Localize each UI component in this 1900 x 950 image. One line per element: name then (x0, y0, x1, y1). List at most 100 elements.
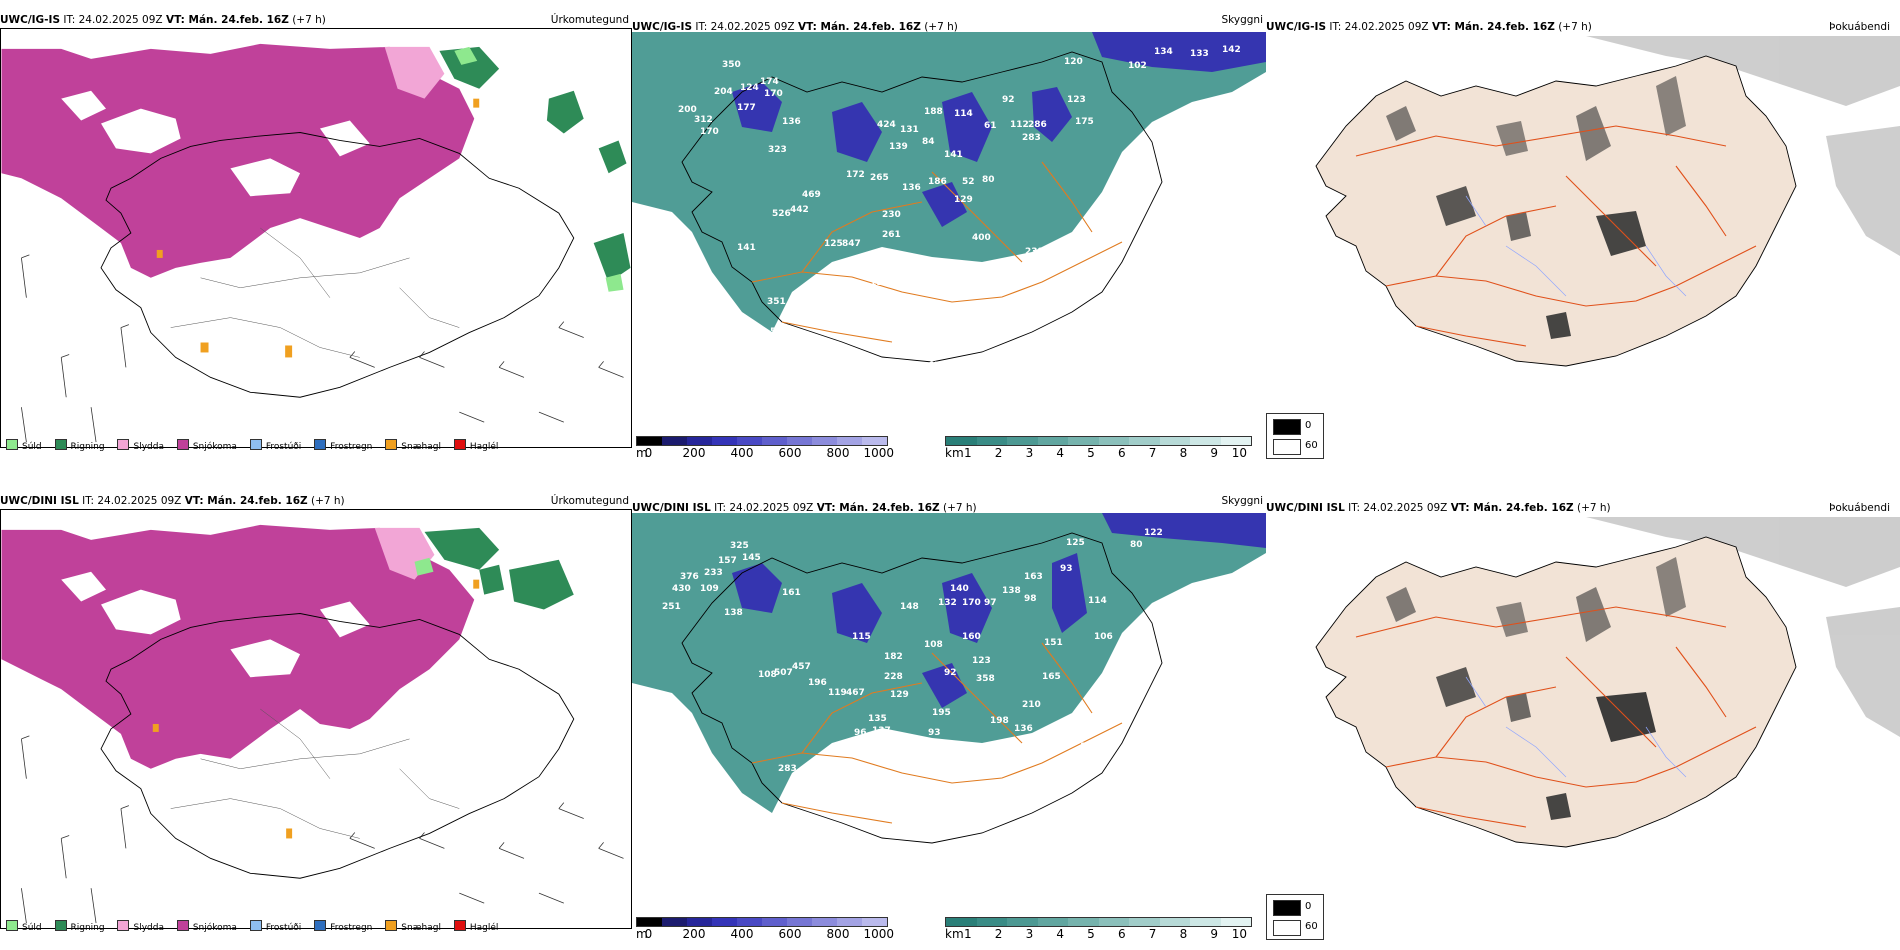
ceiling-value: 230 (882, 210, 901, 220)
visibility-tick: 3 (1025, 446, 1034, 460)
ceiling-value: 139 (889, 142, 908, 152)
ceiling-value: 123 (1067, 95, 1086, 105)
legend-swatch (314, 439, 327, 450)
ceiling-value: 135 (868, 714, 887, 724)
ceiling-value: 108 (924, 640, 943, 650)
ceiling-tick: 600 (778, 446, 802, 460)
ceiling-value: 165 (1042, 672, 1061, 682)
valid-time: VT: Mán. 24.feb. 16Z (816, 502, 940, 514)
visibility-swatch (1068, 437, 1099, 445)
visibility-swatch (1007, 918, 1038, 926)
ceiling-value: 112 (1010, 120, 1029, 130)
legend-label: Rigning (70, 923, 105, 933)
roads (170, 227, 460, 358)
ceiling-swatch (862, 918, 887, 926)
fog-panel-dini: UWC/DINI ISL IT: 24.02.2025 09Z VT: Mán.… (1266, 493, 1900, 943)
legend-drizzle: Súld (6, 919, 42, 937)
visibility-swatch (1129, 918, 1160, 926)
ceiling-value: 847 (842, 239, 861, 249)
ceiling-value: 93 (1060, 564, 1073, 574)
legend-drizzle: Súld (6, 438, 42, 456)
ceiling-ticks: 0 200 400 600 800 1000 (645, 927, 895, 941)
ceiling-value: 265 (870, 173, 889, 183)
ceiling-value: 119 (828, 688, 847, 698)
precip-legend: Súld Rigning Slydda Snjókoma Frostúði Fr… (6, 919, 508, 937)
legend-label: Frostúði (265, 442, 302, 452)
legend-swatch (117, 439, 130, 450)
visibility-swatch (1159, 918, 1190, 926)
precip-map (0, 28, 632, 448)
ceiling-value: 52 (962, 177, 975, 187)
ceiling-tick: 400 (730, 927, 754, 941)
ceiling-value: 67 (928, 361, 941, 371)
cloud-ceiling-area (732, 32, 1266, 227)
visibility-tick: 1 (963, 446, 972, 460)
ceiling-value: 82 (846, 283, 859, 293)
ceiling-swatch (762, 437, 787, 445)
snow-area (1, 524, 475, 769)
ceiling-value: 161 (782, 588, 801, 598)
ceiling-value: 61 (984, 121, 997, 131)
ceiling-value: 164 (992, 267, 1011, 277)
ceiling-swatch (737, 437, 762, 445)
legend-snow-pellets: Snæhagl (385, 438, 441, 456)
ceiling-value: 283 (1022, 133, 1041, 143)
ceiling-swatch (812, 918, 837, 926)
visibility-tick: 6 (1117, 927, 1126, 941)
ceiling-swatch (662, 437, 687, 445)
ceiling-value: 196 (808, 678, 827, 688)
ceiling-value: 80 (1130, 540, 1143, 550)
precip-panel-igis: UWC/IG-IS IT: 24.02.2025 09Z VT: Mán. 24… (0, 12, 632, 462)
rivers (1465, 676, 1687, 778)
visibility-unit: km (945, 446, 964, 460)
ceiling-value: 123 (972, 656, 991, 666)
ceiling-swatch (837, 437, 862, 445)
model-name: UWC/IG-IS (0, 14, 61, 26)
ceiling-value: 137 (1012, 278, 1031, 288)
ceiling-tick: 600 (778, 927, 802, 941)
ceiling-value: 228 (884, 672, 903, 682)
ceiling-value: 129 (890, 690, 909, 700)
rain-area (439, 46, 631, 283)
cloud-panel-dini: UWC/DINI ISL IT: 24.02.2025 09Z VT: Mán.… (632, 493, 1266, 943)
ceiling-value: 210 (1022, 700, 1041, 710)
ceiling-value: 283 (778, 764, 797, 774)
fog-map (1315, 36, 1900, 367)
ceiling-swatch (787, 918, 812, 926)
coastline (100, 132, 575, 398)
ceiling-value: 400 (972, 233, 991, 243)
precip-map (0, 509, 632, 929)
ceiling-swatch (687, 437, 712, 445)
coastline (100, 613, 575, 879)
visibility-swatch (1037, 437, 1068, 445)
ceiling-tick: 800 (826, 927, 850, 941)
legend-label: Rigning (70, 442, 105, 452)
model-name: UWC/DINI ISL (0, 495, 79, 507)
visibility-tick: 2 (994, 927, 1003, 941)
valid-time: VT: Mán. 24.feb. 16Z (1450, 502, 1574, 514)
fog-legend: 0 60 (1266, 894, 1324, 940)
legend-swatch (249, 439, 262, 450)
cloud-label-row: Skyggni (632, 12, 1266, 28)
visibility-tick: 1 (963, 927, 972, 941)
legend-sleet: Slydda (117, 438, 164, 456)
cloud-label-row: Skyggni (632, 493, 1266, 509)
ceiling-value: 170 (764, 89, 783, 99)
lead-time: (+7 h) (1558, 21, 1592, 33)
fog-legend-swatch-max (1273, 920, 1301, 936)
visibility-tick: 3 (1025, 927, 1034, 941)
ceiling-values: 350 204 124 174 170 200 177 312 136 170 … (678, 45, 1241, 407)
legend-label: Snæhagl (401, 923, 441, 933)
visibility-swatch (1037, 918, 1068, 926)
ceiling-value: 113 (868, 265, 887, 275)
ceiling-swatch (837, 918, 862, 926)
ceiling-swatch (712, 437, 737, 445)
coastline (681, 51, 1163, 363)
ceiling-value: 186 (928, 177, 947, 187)
coastline (681, 532, 1163, 844)
ceiling-value: 122 (1144, 528, 1163, 538)
ceiling-value: 28 (1060, 766, 1073, 776)
ceiling-value: 442 (790, 205, 809, 215)
fog-legend: 0 60 (1266, 413, 1324, 459)
ceiling-value: 92 (944, 668, 957, 678)
